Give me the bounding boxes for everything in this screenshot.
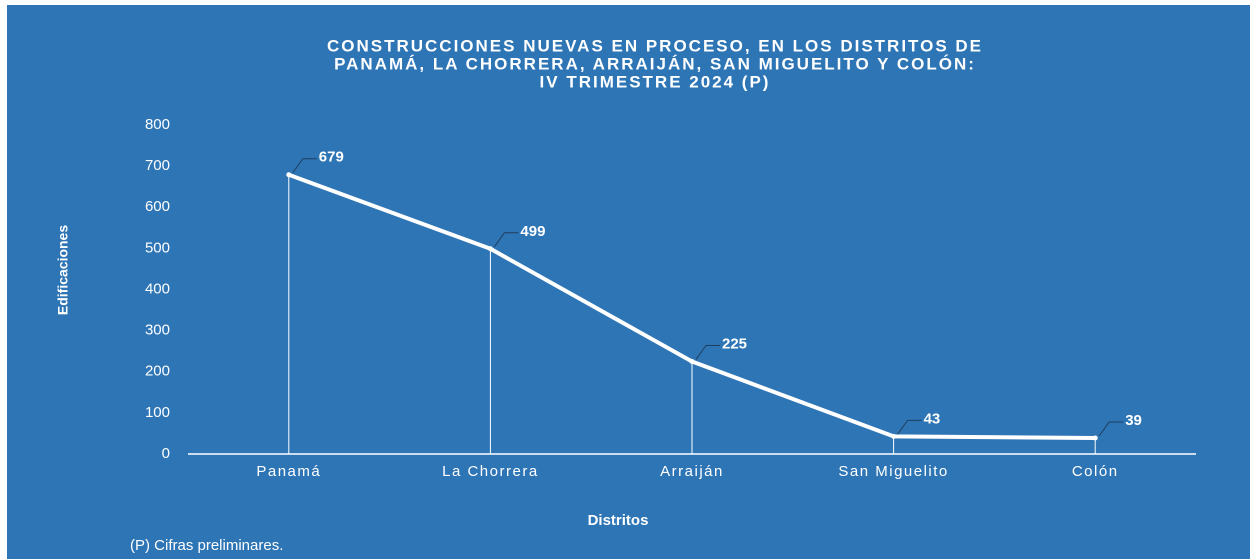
- y-axis-label: Edificaciones: [55, 225, 71, 315]
- data-label: 39: [1125, 412, 1142, 429]
- data-label: 225: [722, 335, 747, 352]
- data-label: 499: [520, 223, 545, 240]
- data-label: 679: [319, 149, 344, 166]
- data-label: 43: [924, 410, 941, 427]
- point: [487, 246, 493, 252]
- leader-line: [292, 158, 317, 174]
- y-tick-label: 800: [145, 116, 170, 133]
- leader-line: [897, 419, 922, 435]
- x-tick-label: San Miguelito: [838, 463, 948, 480]
- y-tick-label: 0: [162, 445, 170, 462]
- x-tick-label: Panamá: [256, 463, 321, 480]
- chart-title: PANAMÁ, LA CHORRERA, ARRAIJÁN, SAN MIGUE…: [334, 54, 976, 73]
- y-tick-label: 500: [145, 239, 170, 256]
- y-tick-label: 100: [145, 404, 170, 421]
- footnote: (P) Cifras preliminares.: [130, 537, 283, 554]
- leader-line: [1098, 421, 1124, 437]
- chart-title: IV TRIMESTRE 2024 (P): [540, 72, 771, 91]
- y-tick-label: 200: [145, 363, 170, 380]
- x-tick-label: La Chorrera: [442, 463, 539, 480]
- point: [1092, 435, 1098, 441]
- y-tick-label: 400: [145, 280, 170, 297]
- point: [286, 172, 292, 178]
- y-tick-label: 700: [145, 157, 170, 174]
- x-axis-label: Distritos: [588, 512, 649, 529]
- leader-line: [695, 344, 720, 360]
- background: [7, 5, 1250, 559]
- x-tick-label: Colón: [1072, 463, 1119, 480]
- y-tick-label: 600: [145, 198, 170, 215]
- x-tick-label: Arraiján: [660, 463, 724, 480]
- y-tick-label: 300: [145, 322, 170, 339]
- point: [689, 358, 695, 364]
- leader-line: [493, 232, 519, 248]
- point: [891, 433, 897, 439]
- chart-title: CONSTRUCCIONES NUEVAS EN PROCESO, EN LOS…: [327, 36, 983, 55]
